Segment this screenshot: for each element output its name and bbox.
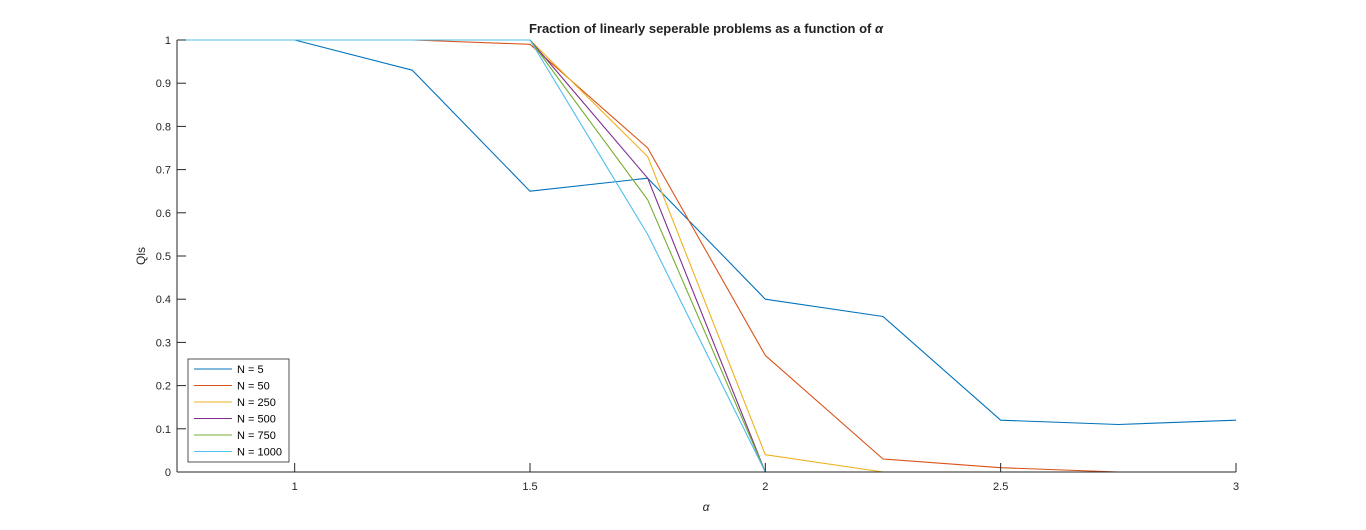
data-point — [882, 458, 883, 459]
series-line — [177, 39, 1237, 426]
y-axis-label: Qls — [134, 247, 148, 265]
y-tick-label: 0.1 — [156, 424, 171, 436]
title-alpha-symbol: α — [875, 21, 884, 36]
legend-label: N = 500 — [237, 414, 276, 426]
data-point — [529, 191, 530, 192]
data-point — [294, 39, 295, 40]
y-tick-label: 0.3 — [156, 337, 171, 349]
data-point — [1235, 420, 1236, 421]
data-point — [765, 355, 766, 356]
y-tick-label: 0.2 — [156, 381, 171, 393]
data-point — [882, 316, 883, 317]
legend-entry: N = 250 — [194, 397, 276, 409]
legend-label: N = 750 — [237, 430, 276, 442]
y-tick-label: 0.9 — [156, 78, 171, 90]
y-tick-label: 0.6 — [156, 208, 171, 220]
x-axis-label: α — [703, 500, 711, 514]
y-tick-label: 1 — [165, 35, 171, 47]
axes-background — [177, 40, 1236, 472]
legend-label: N = 1000 — [237, 447, 282, 459]
data-point — [1118, 424, 1119, 425]
data-point — [765, 454, 766, 455]
chart-title: Fraction of linearly seperable problems … — [529, 21, 884, 36]
data-point — [647, 178, 648, 179]
data-point — [765, 299, 766, 300]
legend-entry: N = 500 — [194, 414, 276, 426]
x-tick-label: 2 — [762, 481, 768, 493]
series-0 — [177, 39, 1237, 426]
data-point — [647, 156, 648, 157]
legend: N = 5 N = 50 N = 250 N = 500 N = 750 N = 1000 — [187, 358, 290, 463]
y-ticks: 0 0.1 0.2 0.3 0.4 0.5 0.6 0.7 0.8 0.9 1 — [156, 35, 186, 479]
y-tick-label: 0.7 — [156, 165, 171, 177]
legend-entry: N = 50 — [194, 381, 270, 393]
plot-area: 1 1.5 2 2.5 3 0 0.1 0.2 0.3 0.4 0.5 0.6 0.7 0.8 0.9 1 — [156, 35, 1239, 493]
x-tick-label: 1.5 — [522, 481, 537, 493]
data-point — [647, 234, 648, 235]
legend-label: N = 250 — [237, 397, 276, 409]
legend-label: N = 5 — [237, 364, 264, 376]
legend-label: N = 50 — [237, 381, 270, 393]
x-ticks: 1 1.5 2 2.5 3 — [292, 463, 1239, 493]
legend-entry: N = 750 — [194, 430, 276, 442]
data-point — [412, 70, 413, 71]
x-tick-label: 2.5 — [993, 481, 1008, 493]
legend-entry: N = 5 — [194, 364, 264, 376]
y-tick-label: 0.5 — [156, 251, 171, 263]
data-point — [529, 44, 530, 45]
x-tick-label: 1 — [292, 481, 298, 493]
y-tick-label: 0 — [165, 467, 171, 479]
data-point — [412, 39, 413, 40]
data-point — [647, 199, 648, 200]
data-point — [647, 147, 648, 148]
y-tick-label: 0.8 — [156, 121, 171, 133]
data-point — [529, 39, 530, 40]
legend-entry: N = 1000 — [194, 447, 282, 459]
y-tick-label: 0.4 — [156, 294, 171, 306]
x-tick-label: 3 — [1233, 481, 1239, 493]
legend-box — [187, 358, 290, 463]
data-point — [1000, 420, 1001, 421]
